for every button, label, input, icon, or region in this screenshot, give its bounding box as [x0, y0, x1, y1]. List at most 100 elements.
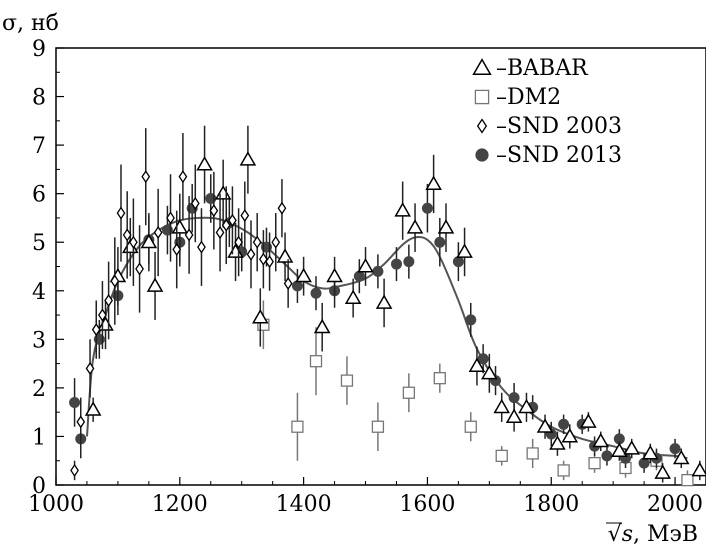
diamond-point [91, 323, 101, 337]
triangle-point [437, 219, 455, 234]
diamond-point [252, 235, 262, 249]
triangle-point [505, 408, 523, 424]
y-tick-label: 7 [32, 134, 46, 159]
diamond-point [141, 170, 151, 184]
legend-square-marker [474, 89, 490, 105]
circle-point [310, 287, 322, 299]
square-point [464, 420, 477, 433]
y-tick-label: 8 [32, 86, 46, 111]
diamond-point [98, 308, 107, 322]
diamond-point [153, 225, 163, 240]
circle-point [421, 202, 433, 214]
triangle-point [580, 413, 597, 428]
triangle-point [344, 289, 362, 305]
legend-square-label: –DM2 [496, 85, 561, 110]
legend-triangle-label: –BABAR [496, 56, 589, 81]
diamond-point [110, 274, 120, 288]
square-point [681, 473, 694, 487]
y-axis: 0 1 2 3 4 5 6 7 8 9 [32, 37, 64, 499]
square-point [588, 456, 601, 470]
x-tick-label: 1400 [276, 492, 332, 517]
diamond-point [221, 218, 231, 232]
diamond-point [234, 235, 244, 249]
circle-point [638, 457, 650, 469]
diamond-point [76, 415, 86, 429]
circle-point [465, 314, 477, 326]
legend-diamond-label: –SND 2003 [496, 114, 622, 139]
circle-point [613, 433, 625, 445]
y-tick-label: 9 [32, 37, 46, 62]
circle-point [205, 193, 217, 205]
x-tick-label: 1000 [28, 492, 84, 517]
legend-triangle-marker [472, 58, 492, 76]
diamond-point [228, 213, 237, 227]
circle-point [260, 241, 272, 253]
x-axis-title: √s, МэВ [606, 522, 698, 547]
triangle-point [654, 464, 671, 479]
triangle-point [536, 418, 554, 433]
diamond-point [283, 276, 293, 291]
legend-diamond-marker [476, 118, 488, 134]
triangle-point [214, 185, 232, 200]
y-tick-label: 5 [32, 231, 46, 256]
triangle-point [468, 357, 486, 373]
triangle-point [196, 156, 213, 171]
y-tick-label: 3 [32, 328, 46, 353]
triangle-point [406, 219, 424, 234]
triangle-point [691, 461, 706, 477]
triangle-point [518, 398, 535, 414]
x-tick-label: 2000 [647, 492, 703, 517]
diamond-point [85, 361, 95, 376]
sqrt-s-symbol: √s [608, 522, 633, 547]
triangle-point [140, 233, 158, 249]
diamond-point [184, 228, 194, 242]
x-tick-label: 1200 [152, 492, 208, 517]
triangle-point [672, 449, 690, 465]
diamond-point [246, 247, 256, 261]
diamond-point [166, 211, 175, 225]
x-axis: 1000 1200 1400 1600 1800 2000 [28, 477, 703, 517]
legend-circle-marker [475, 148, 489, 162]
diamond-point [209, 204, 219, 218]
diamond-point [240, 208, 250, 223]
circle-point [601, 450, 613, 462]
circle-point [372, 265, 384, 277]
triangle-point [251, 308, 269, 324]
circle-point [434, 236, 446, 248]
circle-point [69, 396, 81, 408]
legend: –BABAR –DM2 –SND 2003 –SND 2013 [472, 56, 622, 168]
triangle-point [239, 151, 257, 166]
svg-text:√s, МэВ: √s, МэВ [608, 522, 698, 547]
diamond-point [178, 170, 188, 184]
diamond-point [277, 201, 287, 215]
triangle-point [146, 277, 164, 292]
triangle-point [611, 442, 628, 458]
y-axis-title: σ, нб [2, 11, 59, 36]
x-axis-unit: , МэВ [633, 522, 698, 547]
y-tick-label: 1 [32, 425, 46, 450]
square-point [526, 447, 539, 460]
y-tick-label: 6 [32, 183, 46, 208]
diamond-point [215, 225, 225, 240]
circle-point [403, 256, 415, 268]
triangle-point [561, 427, 579, 443]
diamond-point [104, 293, 114, 308]
data-points-layer [69, 125, 706, 487]
x-tick-label: 1600 [399, 492, 455, 517]
diamond-point [128, 235, 138, 249]
square-point [291, 420, 304, 433]
diamond-point [172, 242, 182, 257]
triangle-point [425, 175, 442, 190]
triangle-point [641, 444, 659, 460]
diamond-point [116, 206, 126, 220]
square-point [340, 374, 354, 387]
circle-point [452, 256, 464, 268]
diamond-point [271, 235, 281, 249]
triangle-point [97, 316, 114, 331]
triangle-point [493, 398, 511, 414]
triangle-point [295, 267, 312, 283]
y-tick-label: 2 [32, 377, 46, 402]
y-tick-label: 0 [32, 474, 46, 499]
triangle-point [375, 294, 393, 309]
